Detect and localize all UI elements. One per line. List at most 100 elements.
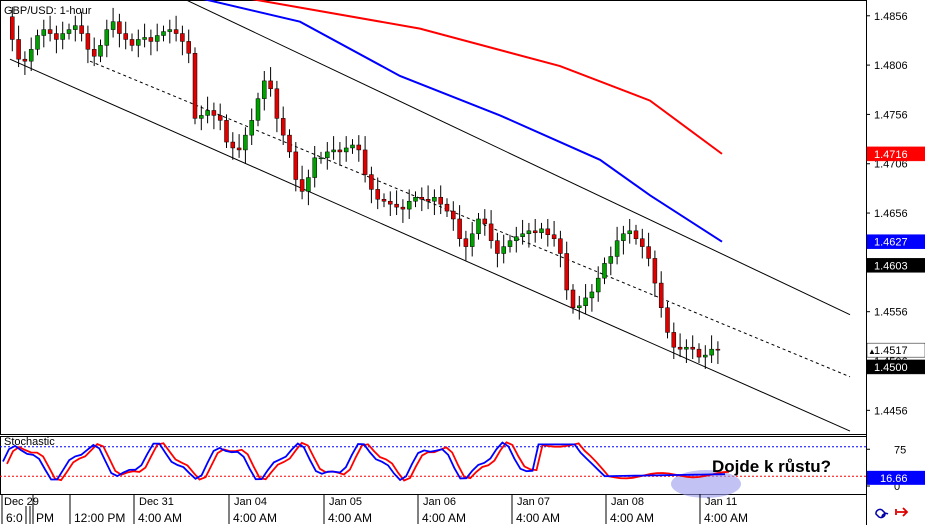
channel-mid-line <box>89 60 851 378</box>
time-label: 4:00 AM <box>233 511 277 525</box>
candle-body <box>167 29 173 32</box>
candle-body <box>633 230 639 239</box>
time-label: PM <box>36 511 54 525</box>
candle-body <box>583 297 588 307</box>
price-label-box <box>866 258 925 273</box>
candle-body <box>551 234 557 239</box>
candle-body <box>129 39 135 46</box>
candle-body <box>432 197 437 202</box>
candle-body <box>356 144 362 151</box>
price-label-box <box>866 234 925 249</box>
price-label-text: 1.4627 <box>874 237 908 249</box>
candle-body <box>173 29 179 34</box>
candle-body <box>249 120 254 136</box>
date-label: Jan 11 <box>705 496 737 508</box>
candle-body <box>243 134 248 151</box>
candle-body <box>331 149 336 153</box>
candle-body <box>217 115 223 121</box>
candle-body <box>608 256 614 264</box>
stochastic-panel: 75 016.66 <box>0 441 925 498</box>
axes: 1.48561.48061.47561.47061.46561.46061.45… <box>1 11 925 525</box>
price-tick-label: 1.4456 <box>874 405 908 417</box>
candle-body <box>621 233 626 241</box>
candle-body <box>154 35 160 42</box>
candle-body <box>413 197 418 202</box>
time-label: 4:00 AM <box>610 511 654 525</box>
candle-body <box>186 41 191 54</box>
candle-body <box>54 33 59 40</box>
candle-body <box>22 58 28 62</box>
candle-body <box>236 147 242 151</box>
price-label-box <box>866 146 925 162</box>
price-label-text: 1.4517 <box>874 345 908 357</box>
price-label-box <box>866 342 925 358</box>
candle-body <box>10 16 15 40</box>
candle-body <box>60 33 65 40</box>
candle-body <box>268 80 273 90</box>
candle-body <box>274 88 280 119</box>
candle-body <box>520 233 525 237</box>
candle-body <box>419 197 425 200</box>
candle-body <box>230 141 236 149</box>
candle-body <box>614 240 620 257</box>
candle-body <box>28 49 34 62</box>
candle-body <box>117 21 122 34</box>
candle-body <box>280 118 286 136</box>
candle-body <box>469 233 475 247</box>
candle-body <box>425 198 431 202</box>
annotation-text: Dojde k růstu? <box>712 457 831 476</box>
candle-body <box>343 147 349 153</box>
candle-body <box>98 45 103 57</box>
stochastic-title: Stochastic <box>4 436 55 448</box>
price-marker-icon: ▲ <box>868 347 876 356</box>
date-label: Jan 08 <box>611 496 644 508</box>
price-tick-label: 1.4856 <box>874 11 908 23</box>
bottom-right-icons[interactable] <box>875 507 909 519</box>
candle-body <box>406 200 412 210</box>
candle-body <box>665 307 670 333</box>
time-label: 4:00 AM <box>138 511 182 525</box>
price-label-box <box>866 359 925 375</box>
candle-body <box>47 29 53 34</box>
candle-body <box>375 189 380 200</box>
price-tick-label: 1.4756 <box>874 109 908 121</box>
candle-body <box>602 263 607 279</box>
candle-body <box>192 53 198 119</box>
candle-body <box>255 98 261 121</box>
price-label-text: 1.4603 <box>874 260 908 272</box>
ma-slow-line <box>251 0 723 155</box>
candle-body <box>299 179 305 192</box>
candle-body <box>589 291 595 299</box>
price-tick-label: 1.4806 <box>874 60 908 72</box>
price-tick-label: 1.4556 <box>874 307 908 319</box>
candle-body <box>476 218 481 235</box>
time-label: 4:00 AM <box>422 511 466 525</box>
candle-body <box>148 37 154 42</box>
candle-body <box>488 223 494 241</box>
candle-body <box>514 236 519 241</box>
candle-body <box>388 200 393 205</box>
candle-body <box>205 110 210 116</box>
price-label-text: 1.4500 <box>874 362 908 374</box>
candle-body <box>570 289 576 308</box>
candle-body <box>658 282 664 308</box>
time-label: 4:00 AM <box>516 511 560 525</box>
candle-body <box>85 33 91 50</box>
candle-body <box>369 174 374 190</box>
price-label-text: 1.4716 <box>874 149 908 161</box>
candle-body <box>457 218 462 239</box>
candle-body <box>577 305 582 308</box>
candle-body <box>715 348 721 351</box>
candle-body <box>684 346 689 350</box>
candle-body <box>362 149 368 175</box>
candle-body <box>532 230 538 234</box>
date-label: Jan 07 <box>517 496 550 508</box>
candle-body <box>703 354 708 358</box>
candle-body <box>652 258 658 284</box>
candle-body <box>211 110 217 116</box>
candle-body <box>507 240 513 247</box>
candle-body <box>350 144 355 149</box>
date-label: Jan 04 <box>234 496 267 508</box>
candle-body <box>318 157 324 160</box>
candle-body <box>287 134 292 153</box>
